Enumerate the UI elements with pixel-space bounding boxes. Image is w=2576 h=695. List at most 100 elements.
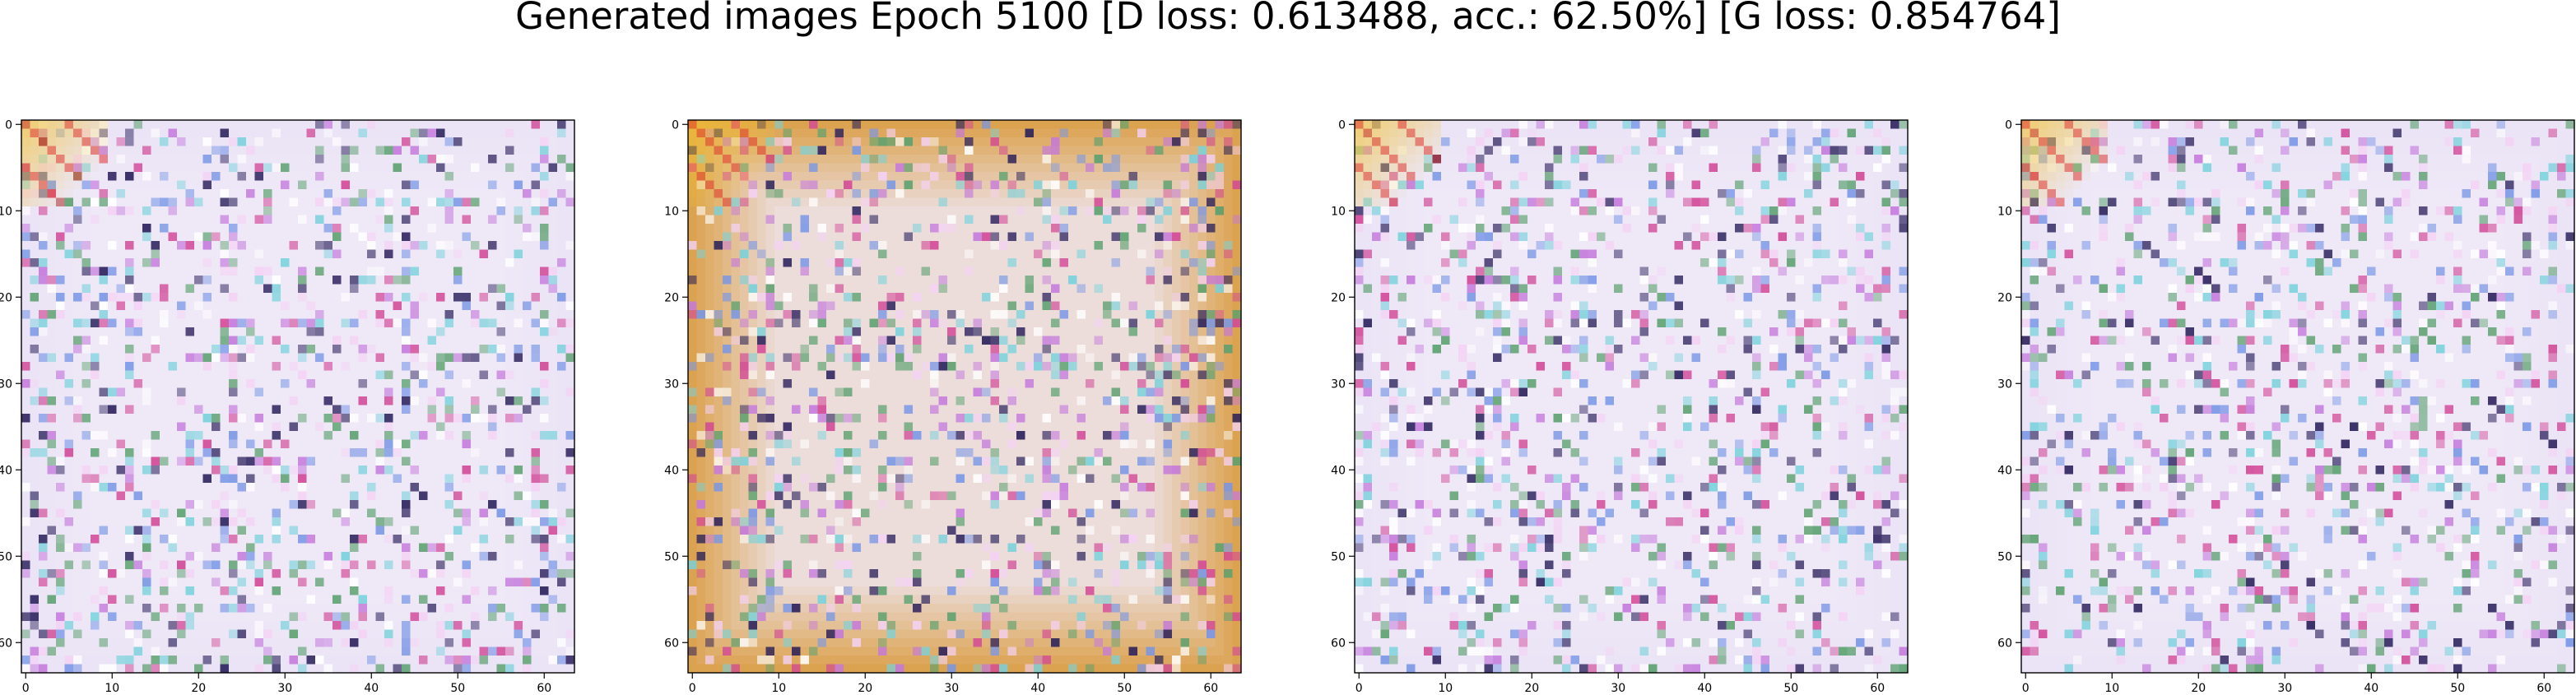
pixel [921,206,931,216]
pixel [1189,155,1199,164]
pixel [194,638,204,648]
pixel [436,526,446,535]
pixel [81,422,91,432]
pixel [116,569,126,579]
pixel [809,137,819,147]
pixel [869,137,879,147]
pixel [298,318,308,328]
pixel [254,137,264,147]
pixel [341,491,351,501]
pixel [375,456,385,466]
pixel [289,120,299,130]
pixel [47,595,57,605]
pixel [358,396,368,406]
pixel [168,215,178,225]
pixel [289,163,299,173]
pixel [212,284,221,294]
pixel [1128,163,1138,173]
pixel [30,224,40,234]
pixel [289,431,299,441]
pixel [73,128,83,138]
pixel [99,612,109,622]
pixel [47,422,57,432]
pixel [531,638,541,648]
pixel [384,293,394,303]
pixel [272,664,281,673]
pixel [471,379,481,389]
pixel [229,483,239,493]
pixel [740,163,750,173]
pixel [185,318,195,328]
pixel [453,466,463,475]
pixel [471,466,481,475]
pixel [505,508,515,518]
pixel [56,483,66,493]
pixel [1180,146,1190,155]
pixel [436,180,446,190]
pixel [39,396,49,406]
pixel [108,405,118,415]
pixel [142,500,152,510]
pixel [73,249,83,259]
pixel [453,491,463,501]
pixel [367,560,377,570]
pixel [531,448,541,458]
pixel [436,543,446,553]
pixel [930,232,940,242]
pixel [1094,215,1104,225]
pixel [531,284,541,294]
pixel [852,189,862,199]
pixel [99,180,109,190]
pixel [56,535,66,544]
pixel [73,517,83,527]
pixel [436,206,446,216]
pixel [453,638,463,648]
pixel [281,353,291,363]
pixel [462,526,472,535]
pixel [315,448,325,458]
pixel [350,241,360,251]
pixel [315,258,325,268]
pixel [185,422,195,432]
pixel [272,456,281,466]
pixel [384,466,394,475]
pixel [350,197,360,207]
pixel [835,163,844,173]
pixel [133,466,143,475]
pixel [1007,206,1017,216]
pixel [47,215,57,225]
pixel [565,646,574,656]
pixel [1224,128,1234,138]
pixel [1103,224,1113,234]
pixel [723,224,732,234]
pixel [281,517,291,527]
pixel [523,224,532,234]
pixel [410,456,420,466]
pixel [125,431,135,441]
pixel [315,353,325,363]
pixel [133,232,143,242]
pixel [1232,206,1241,216]
pixel [765,155,775,164]
pixel [462,379,472,389]
pixel [133,353,143,363]
pixel [393,266,402,276]
pixel [402,353,412,363]
pixel [861,224,871,234]
pixel [246,137,256,147]
pixel [91,439,100,449]
pixel [488,448,498,458]
pixel [1042,120,1052,130]
pixel [323,517,333,527]
pixel [194,258,204,268]
pixel [540,128,550,138]
pixel [1120,155,1130,164]
pixel [809,120,819,130]
pixel [202,370,212,380]
pixel [281,612,291,622]
pixel [73,215,83,225]
pixel [505,569,515,579]
pixel [125,258,135,268]
pixel [263,172,273,182]
pixel [999,128,1009,138]
